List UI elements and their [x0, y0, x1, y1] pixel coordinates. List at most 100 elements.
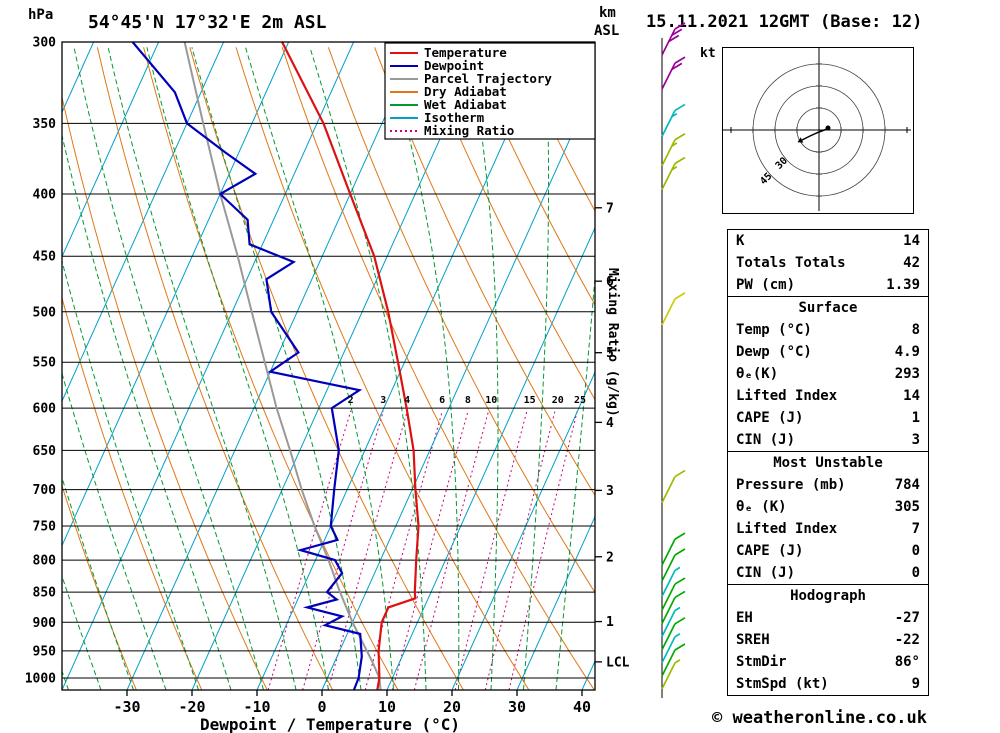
svg-text:500: 500 [33, 305, 57, 320]
svg-text:30: 30 [508, 698, 526, 716]
table-row: K 14 [728, 230, 928, 252]
table-row-value: 3 [911, 432, 920, 448]
table-row-label: Dewp (°C) [736, 344, 812, 360]
table-row-value: 1 [911, 410, 920, 426]
table-row-label: Lifted Index [736, 388, 838, 404]
svg-text:Wet Adiabat: Wet Adiabat [424, 97, 507, 112]
svg-text:700: 700 [33, 483, 57, 498]
table-section-surface: Surface Temp (°C) 8 Dewp (°C) 4.9 θₑ(K) 293 Lif… [727, 296, 929, 452]
svg-text:1000: 1000 [25, 671, 56, 686]
svg-text:10: 10 [378, 698, 396, 716]
altitude-axis-unit-asl: ASL [594, 23, 620, 39]
table-row-label: Temp (°C) [736, 322, 812, 338]
table-row-value: 9 [911, 676, 920, 692]
svg-text:-10: -10 [243, 698, 270, 716]
table-row-label: θₑ (K) [736, 499, 787, 515]
table-row: StmSpd (kt) 9 [728, 673, 928, 695]
svg-text:Isotherm: Isotherm [424, 110, 485, 125]
svg-text:40: 40 [573, 698, 591, 716]
svg-text:25: 25 [574, 395, 586, 406]
svg-text:8: 8 [465, 395, 471, 406]
table-section-header: Most Unstable [773, 455, 883, 471]
svg-text:6: 6 [439, 395, 445, 406]
plot-frame [61, 41, 596, 691]
wind-barb [661, 617, 686, 651]
svg-text:600: 600 [33, 402, 57, 417]
mixing-ratio-labels: 2 3 4 6 8 10 15 20 25 [348, 395, 586, 406]
table-row-label: Totals Totals [736, 255, 846, 271]
wind-barb [661, 292, 686, 326]
dry-adiabat-lines [62, 47, 595, 690]
wind-barb [661, 56, 686, 90]
hodograph-rings [752, 63, 886, 197]
table-row-value: 7 [911, 521, 920, 537]
table-row-value: 0 [911, 565, 920, 581]
table-row: Dewp (°C) 4.9 [728, 341, 928, 363]
table-row-label: EH [736, 610, 753, 626]
wind-barb [661, 103, 686, 137]
table-row-value: 784 [894, 477, 920, 493]
table-row: Totals Totals 42 [728, 252, 928, 274]
svg-text:10: 10 [485, 395, 497, 406]
wind-barb [661, 156, 686, 190]
table-row: Pressure (mb) 784 [728, 474, 928, 496]
svg-text:4: 4 [606, 416, 614, 431]
svg-text:2: 2 [348, 395, 354, 406]
table-row-value: 42 [903, 255, 920, 271]
table-row-label: K [736, 233, 745, 249]
svg-text:650: 650 [33, 444, 57, 459]
x-axis-label: Dewpoint / Temperature (°C) [200, 715, 460, 733]
svg-text:800: 800 [33, 554, 57, 569]
skewt-chart: 2 3 4 6 8 10 15 20 25300350400450500550600650700… [25, 36, 630, 733]
table-row: Lifted Index 14 [728, 385, 928, 407]
table-row-value: 14 [903, 233, 920, 249]
svg-text:1: 1 [606, 615, 614, 630]
svg-text:-20: -20 [178, 698, 205, 716]
table-row-value: -22 [894, 632, 920, 648]
svg-text:6: 6 [606, 275, 614, 290]
hodograph-trace-arrow [797, 137, 804, 143]
table-row-value: 14 [903, 388, 920, 404]
pressure-axis-unit: hPa [28, 7, 54, 23]
svg-text:750: 750 [33, 520, 57, 535]
svg-text:0: 0 [317, 698, 326, 716]
wind-barb [661, 548, 686, 582]
table-row-label: CAPE (J) [736, 543, 804, 559]
table-row-value: 8 [911, 322, 920, 338]
svg-text:7: 7 [606, 201, 614, 216]
table-row-value: -27 [894, 610, 920, 626]
svg-text:Dry Adiabat: Dry Adiabat [424, 84, 507, 99]
wind-barb [661, 566, 681, 597]
table-row-label: SREH [736, 632, 770, 648]
table-row: Lifted Index 7 [728, 518, 928, 540]
wind-barb-column [661, 22, 686, 698]
table-row: Temp (°C) 8 [728, 319, 928, 341]
wind-barb [661, 532, 686, 566]
svg-text:850: 850 [33, 586, 57, 601]
table-row-value: 293 [894, 366, 920, 382]
table-row-value: 305 [894, 499, 920, 515]
hodograph-ring-label: 45 [758, 171, 774, 187]
svg-text:5: 5 [606, 346, 614, 361]
table-row-label: CIN (J) [736, 565, 796, 581]
wind-barb [661, 659, 681, 690]
hodograph-panel: 30 45 [722, 41, 914, 219]
table-section-hodograph: Hodograph EH -27 SREH -22 StmDir 86° StmSpd (kt… [727, 584, 929, 696]
table-section-header: Hodograph [790, 588, 866, 604]
svg-text:Temperature: Temperature [424, 45, 507, 60]
table-row-label: Pressure (mb) [736, 477, 846, 493]
hodograph-unit-label: kt [700, 46, 716, 61]
wind-barb [661, 633, 681, 664]
wind-barb [661, 133, 686, 167]
wet-adiabat-lines [62, 47, 595, 690]
table-row: θₑ (K) 305 [728, 496, 928, 518]
table-row: SREH -22 [728, 629, 928, 651]
table-row-value: 1.39 [886, 277, 920, 293]
svg-text:550: 550 [33, 356, 57, 371]
dewpoint-curve [131, 42, 363, 690]
wind-barb [661, 643, 686, 677]
wind-barb [661, 469, 686, 503]
svg-text:15: 15 [524, 395, 536, 406]
